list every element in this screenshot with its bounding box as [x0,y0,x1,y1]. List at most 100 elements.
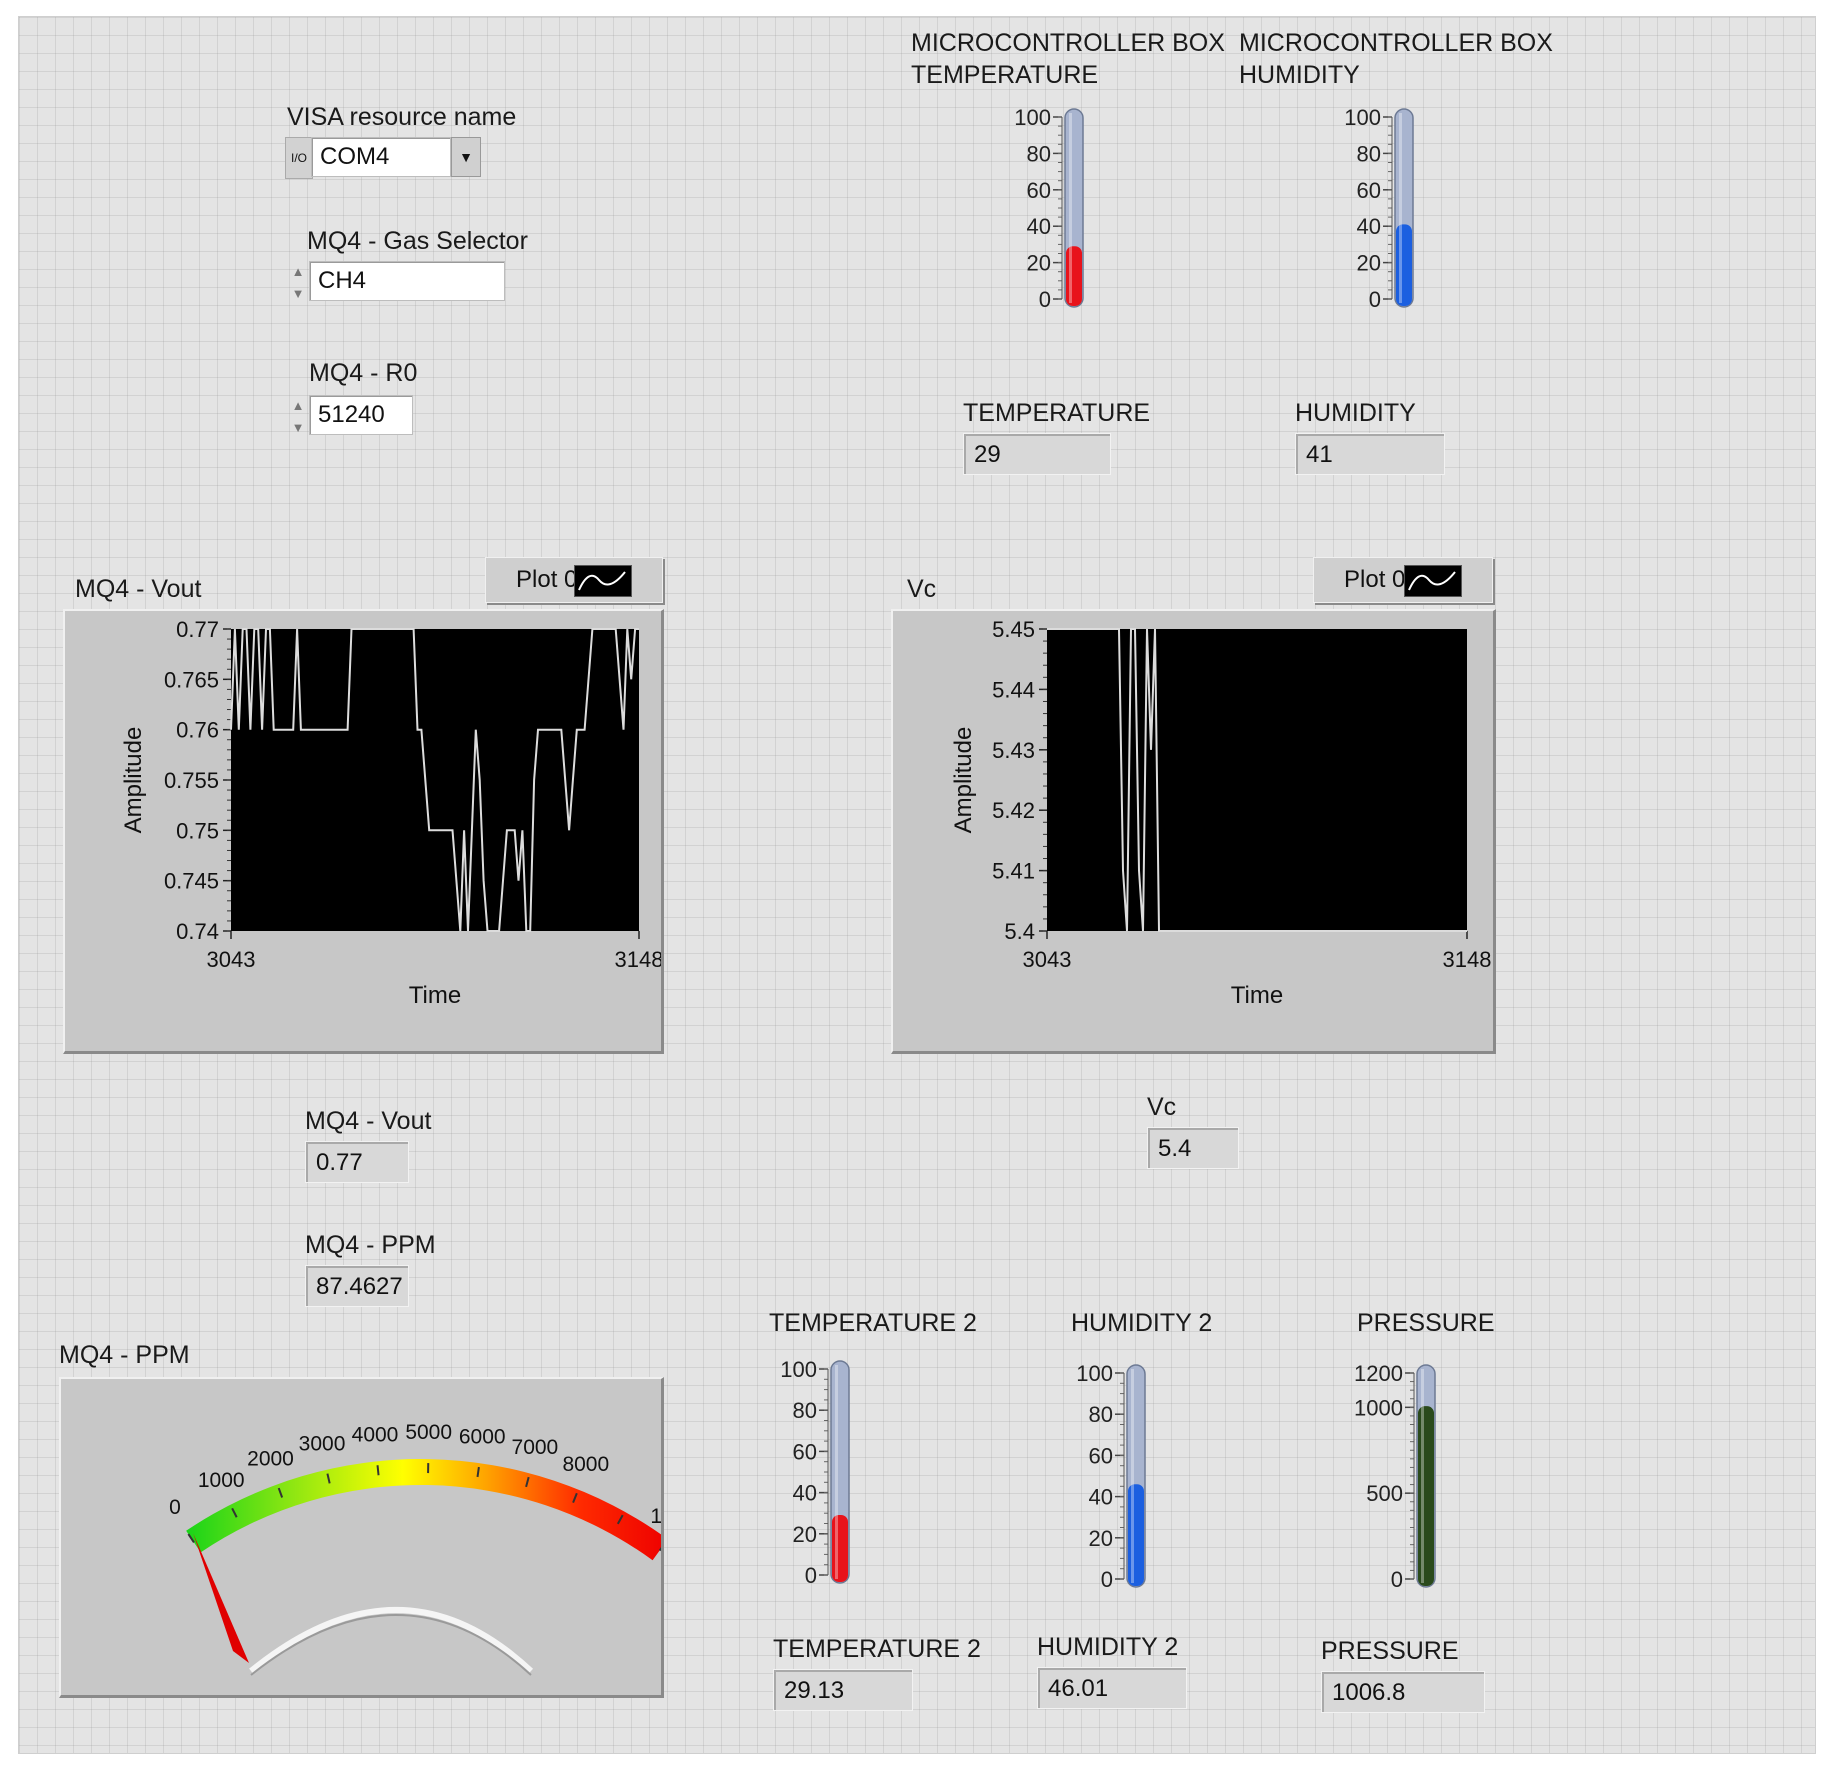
gauge-tick-label: 0 [169,1496,181,1519]
thermo-tick-label: 20 [793,1522,817,1547]
pressure-readout-label: PRESSURE [1321,1637,1459,1665]
box-temperature-title: MICROCONTROLLER BOX TEMPERATURE [911,29,1225,89]
thermo-tick-label: 80 [1357,141,1381,166]
vout-graph-frame: 0.77 0.765 0.76 0.755 0.75 0.745 0.74 3043 3148 T… [63,609,664,1054]
thermo-tick-label: 100 [1014,105,1051,130]
thermo-tick-label: 80 [793,1398,817,1423]
pressure-readout: 1006.8 [1321,1671,1485,1713]
y-tick-label: 0.74 [176,919,219,944]
y-tick-label: 5.4 [1004,919,1035,944]
thermo-highlight [1399,113,1402,303]
thermo-highlight [835,1365,838,1579]
vout-readout-label: MQ4 - Vout [305,1107,432,1135]
gauge-tick-label: 6000 [459,1425,506,1448]
gauge-tick [326,1473,331,1484]
gauge-tick-label: 4000 [352,1423,399,1446]
vout-graph-label: MQ4 - Vout [75,575,202,603]
gauge-tick [572,1492,578,1503]
y-tick-label: 5.44 [992,677,1035,702]
thermo-tick-label: 60 [1357,178,1381,203]
x-axis-title: Time [1231,982,1283,1009]
x-tick-label: 3148 [615,947,661,972]
thermo-tick-label: 0 [1101,1567,1113,1592]
line-plot-icon [1404,565,1462,597]
thermo-tick-label: 100 [1076,1361,1113,1386]
vout-legend-text: Plot 0 [516,566,578,593]
gas-selector-spinner-icon[interactable]: ▲ ▼ [291,264,305,301]
gauge-tick-label: 3000 [299,1432,346,1455]
y-tick-label: 0.75 [176,818,219,843]
gauge-tick-label: 8000 [562,1453,609,1476]
x-tick-label: 3043 [1023,947,1072,972]
plot-area [1047,629,1467,931]
gas-selector-field[interactable]: CH4 [309,261,505,301]
thermo-tick-label: 60 [793,1439,817,1464]
y-tick-label: 5.42 [992,798,1035,823]
thermo-highlight [1421,1369,1424,1583]
vc-graph-frame: 5.45 5.44 5.43 5.42 5.41 5.4 3043 3148 Time Ampli… [891,609,1496,1054]
gauge-hub-shadow [250,1614,532,1676]
temperature-readout-label: TEMPERATURE [963,399,1151,427]
thermo-tick-label: 20 [1089,1526,1113,1551]
dropdown-arrow-icon[interactable]: ▼ [451,137,481,177]
r0-label: MQ4 - R0 [309,359,418,387]
thermo-tick-label: 100 [1344,105,1381,130]
y-tick-label: 5.43 [992,738,1035,763]
gauge-tick-label: 2000 [247,1448,294,1471]
r0-spinner-icon[interactable]: ▲ ▼ [291,398,305,435]
vc-readout: 5.4 [1147,1127,1239,1169]
thermo-fill [1396,224,1412,306]
box-humidity-title: MICROCONTROLLER BOX HUMIDITY [1239,29,1553,89]
pressure-thermometer: 1200 1000 500 0 [1354,1361,1436,1592]
humidity-readout-label: HUMIDITY [1295,399,1416,427]
thermo-tick-label: 0 [805,1563,817,1587]
thermo-tick-label: 0 [1391,1567,1403,1592]
y-tick-label: 0.77 [176,617,219,642]
thermo-tick-label: 20 [1357,251,1381,276]
ppm-readout: 87.4627 [305,1265,409,1307]
y-tick-label: 5.45 [992,617,1035,642]
thermo-tick-label: 40 [1089,1485,1113,1510]
gauge-color-band [186,1459,668,1561]
thermo-tick-label: 0 [1039,287,1051,312]
ppm-readout-label: MQ4 - PPM [305,1231,436,1259]
gas-selector-label: MQ4 - Gas Selector [307,227,528,255]
thermo-tick-label: 40 [793,1481,817,1506]
thermo-tick-label: 40 [1027,214,1051,239]
hum2-title: HUMIDITY 2 [1071,1309,1213,1337]
io-icon: I/O [285,137,313,179]
temp2-title: TEMPERATURE 2 [769,1309,977,1337]
temp2-readout: 29.13 [773,1669,913,1711]
vout-readout: 0.77 [305,1141,409,1183]
vc-graph-label: Vc [907,575,937,603]
y-tick-label: 0.745 [164,869,219,894]
thermo-tick-label: 100 [780,1357,817,1382]
thermo-tick-label: 80 [1089,1402,1113,1427]
pressure-title: PRESSURE [1357,1309,1495,1337]
temperature-readout: 29 [963,433,1111,475]
line-plot-icon [574,565,632,597]
visa-resource-select[interactable]: COM4 [311,137,451,177]
box-humidity-thermometer: 100 80 60 40 20 0 [1344,105,1414,312]
hum2-thermometer: 100 80 60 40 20 0 [1076,1361,1146,1592]
thermo-tick-label: 500 [1366,1481,1403,1506]
gauge-tick-label: 1000 [198,1469,245,1492]
thermo-highlight [1131,1369,1134,1583]
thermo-tick-label: 1200 [1354,1361,1403,1386]
r0-field[interactable]: 51240 [309,395,413,435]
gauge-tick [277,1487,284,1498]
y-tick-label: 0.755 [164,768,219,793]
vc-plot-legend[interactable]: Plot 0 [1313,557,1493,603]
vout-plot-legend[interactable]: Plot 0 [485,557,663,603]
temp2-readout-label: TEMPERATURE 2 [773,1635,981,1663]
gauge-tick-label: 10000 [650,1505,661,1528]
gauge-label: MQ4 - PPM [59,1341,190,1369]
vout-waveform-graph: 0.77 0.765 0.76 0.755 0.75 0.745 0.74 3043 3148 T… [120,617,663,1009]
gauge-tick-label: 5000 [405,1421,452,1444]
gauge-tick [187,1533,195,1543]
x-axis-title: Time [409,982,461,1009]
thermo-fill [832,1514,848,1582]
y-tick-label: 0.765 [164,667,219,692]
